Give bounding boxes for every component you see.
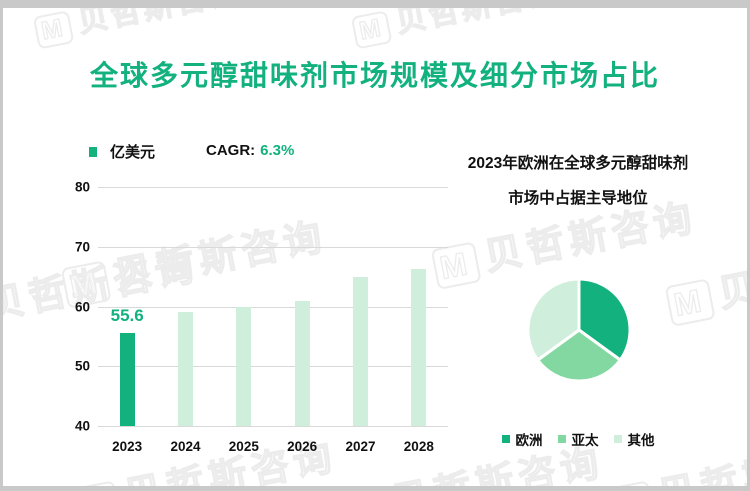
legend-label-apac: 亚太 bbox=[571, 433, 599, 448]
y-axis-tick-60: 60 bbox=[74, 299, 90, 314]
gridline-70 bbox=[98, 246, 448, 248]
bar-2028 bbox=[411, 268, 427, 426]
watermark-text: 贝哲斯咨询 bbox=[714, 233, 750, 317]
x-axis-label-2026: 2026 bbox=[287, 439, 318, 454]
others-swatch-icon bbox=[613, 435, 622, 443]
x-axis-label-2023: 2023 bbox=[112, 439, 143, 454]
pie-slice-亚太 bbox=[536, 328, 622, 383]
watermark-logo-icon: M bbox=[350, 10, 393, 50]
y-axis-tick-50: 50 bbox=[74, 358, 90, 374]
x-axis-label-2028: 2028 bbox=[403, 439, 434, 454]
legend-label-others: 其他 bbox=[627, 433, 655, 448]
y-axis-tick-70: 70 bbox=[74, 239, 90, 255]
pie-legend: 欧洲 亚太 其他 bbox=[453, 429, 703, 449]
bar-2024 bbox=[178, 312, 193, 426]
apac-swatch-icon bbox=[557, 435, 566, 443]
cagr-value: 6.3% bbox=[260, 142, 295, 159]
bar-plot: 40 50 60 70 80 2023 55.6 2024 2025 2026 2027 2028 bbox=[75, 180, 448, 454]
watermark-logo-icon: M bbox=[70, 480, 122, 486]
cagr-label: CAGR: bbox=[206, 142, 256, 159]
bar-2025 bbox=[236, 306, 252, 426]
pie-chart bbox=[526, 277, 632, 383]
unit-legend: 亿美元 bbox=[89, 141, 155, 162]
bar-2027 bbox=[353, 276, 368, 426]
legend-item-others: 其他 bbox=[613, 429, 655, 449]
watermark-text: 贝哲斯咨询 bbox=[393, 0, 563, 40]
y-axis-tick-80: 80 bbox=[74, 179, 90, 195]
gridline-40 bbox=[98, 426, 448, 427]
pie-title-line2: 市场中占据主导地位 bbox=[508, 190, 648, 207]
gridline-50 bbox=[98, 366, 448, 368]
legend-item-europe: 欧洲 bbox=[501, 429, 543, 449]
x-axis-label-2025: 2025 bbox=[228, 439, 259, 454]
watermark-logo-icon: M bbox=[32, 10, 75, 50]
watermark-logo-icon: M bbox=[664, 278, 716, 327]
legend-item-apac: 亚太 bbox=[557, 429, 599, 449]
pie-title-line1: 2023年欧洲在全球多元醇甜味剂 bbox=[467, 155, 689, 172]
cagr: CAGR: 6.3% bbox=[206, 142, 294, 159]
bar-2023 bbox=[119, 332, 135, 426]
pie-slice-欧洲 bbox=[577, 277, 632, 362]
unit-legend-swatch-icon bbox=[89, 146, 97, 157]
pie-title: 2023年欧洲在全球多元醇甜味剂 市场中占据主导地位 bbox=[453, 146, 703, 216]
legend-label-europe: 欧洲 bbox=[515, 433, 543, 448]
page-title: 全球多元醇甜味剂市场规模及细分市场占比 bbox=[89, 60, 660, 91]
x-axis-label-2024: 2024 bbox=[170, 439, 201, 454]
unit-label: 亿美元 bbox=[110, 144, 156, 161]
y-axis-tick-40: 40 bbox=[74, 418, 90, 434]
gridline-80 bbox=[98, 187, 448, 188]
watermark-logo-icon: M bbox=[604, 480, 656, 486]
x-axis-label-2027: 2027 bbox=[345, 439, 376, 454]
gridline-60 bbox=[98, 306, 448, 308]
bar-2026 bbox=[294, 300, 310, 426]
watermark-text: 贝哲斯咨询 bbox=[75, 0, 245, 40]
watermark-logo-icon: M bbox=[338, 486, 389, 491]
bar-value-label-2023: 55.6 bbox=[110, 305, 144, 325]
europe-swatch-icon bbox=[501, 435, 510, 443]
pie-slice-其他 bbox=[526, 277, 581, 362]
